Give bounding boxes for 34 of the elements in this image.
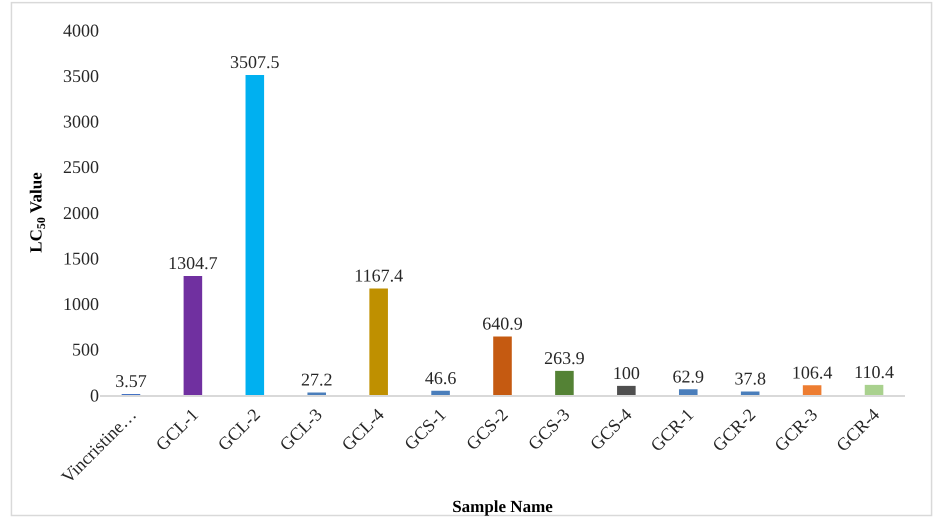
y-tick-label: 2000 xyxy=(63,202,99,223)
data-label: 3.57 xyxy=(115,371,147,391)
y-tick-label: 3000 xyxy=(63,112,99,132)
y-tick-label: 1000 xyxy=(63,294,99,314)
y-tick-label: 500 xyxy=(72,340,99,360)
x-axis-title: Sample Name xyxy=(452,496,554,516)
data-label: 62.9 xyxy=(672,366,704,386)
bar xyxy=(246,74,264,395)
bar xyxy=(864,384,884,395)
bar xyxy=(802,385,822,395)
y-tick-label: 4000 xyxy=(63,20,99,40)
bar xyxy=(555,370,574,395)
data-label: 3507.5 xyxy=(230,52,280,72)
y-tick-label: 0 xyxy=(90,385,99,406)
bar xyxy=(493,336,512,395)
bar xyxy=(617,386,636,395)
y-tick-label: 2500 xyxy=(63,157,99,178)
bar xyxy=(431,390,450,395)
bar xyxy=(369,288,388,395)
data-label: 37.8 xyxy=(734,368,766,389)
data-label: 27.2 xyxy=(300,370,332,390)
bar xyxy=(678,389,698,395)
data-label: 46.6 xyxy=(424,368,456,388)
bar xyxy=(184,276,202,395)
data-label: 1167.4 xyxy=(354,265,404,286)
y-tick-label: 3500 xyxy=(63,66,99,86)
y-tick-label: 1500 xyxy=(63,248,99,268)
data-label: 1304.7 xyxy=(168,252,218,273)
data-label: 263.9 xyxy=(544,348,585,368)
data-label: 110.4 xyxy=(854,362,894,382)
bar xyxy=(740,392,760,395)
data-label: 100 xyxy=(612,362,640,383)
data-label: 106.4 xyxy=(792,362,832,382)
data-label: 640.9 xyxy=(482,314,523,334)
